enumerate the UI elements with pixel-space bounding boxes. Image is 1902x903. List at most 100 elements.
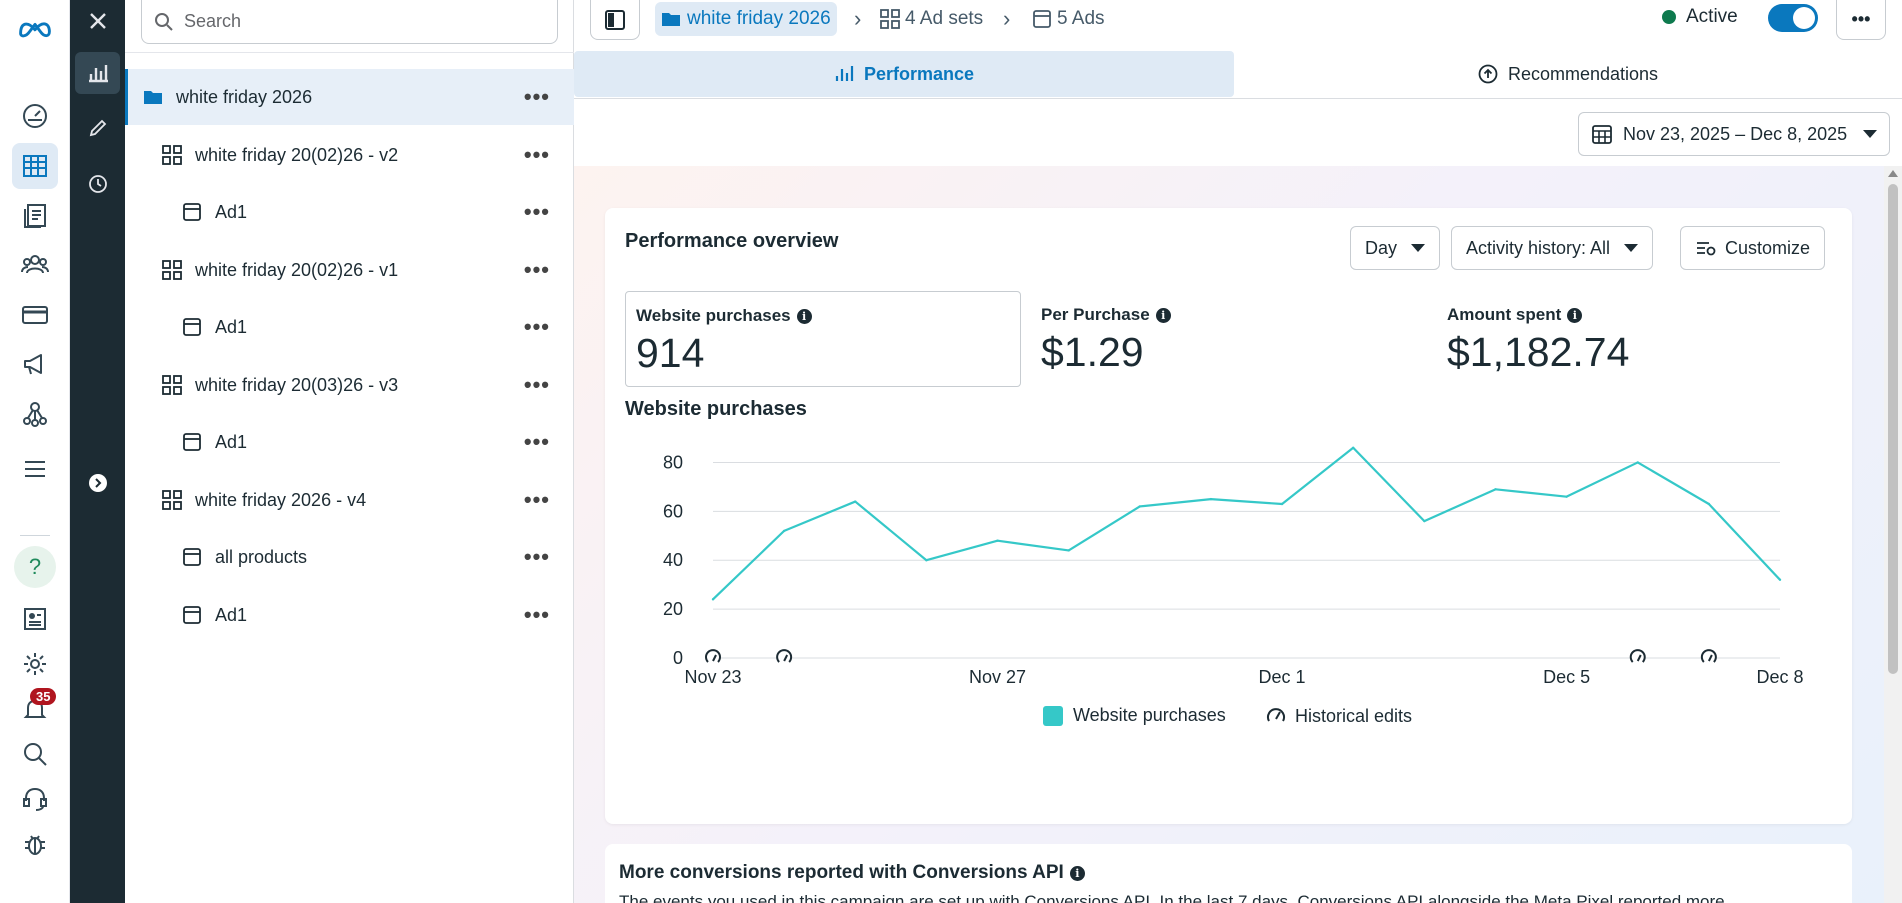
folder-icon — [142, 86, 164, 108]
breadcrumb-campaign[interactable]: white friday 2026 — [655, 2, 837, 36]
folder-icon — [662, 13, 680, 26]
search-input[interactable] — [184, 11, 544, 32]
tree-item-adset[interactable]: white friday 20(02)26 - v1 ••• — [125, 242, 574, 298]
breadcrumb-adsets[interactable]: 4 Ad sets — [880, 2, 983, 36]
editor-mode-rail — [70, 0, 125, 903]
more-options-icon[interactable]: ••• — [523, 372, 550, 397]
legend-series[interactable]: Website purchases — [1043, 705, 1226, 726]
ads-manager-table-icon[interactable] — [12, 143, 58, 189]
search-icon — [155, 12, 173, 31]
metric-per-purchase[interactable]: Per Purchase i $1.29 — [1031, 291, 1427, 387]
expand-chevron-icon[interactable] — [75, 462, 120, 504]
all-tools-menu-icon[interactable] — [12, 446, 58, 492]
data-point — [1636, 461, 1639, 464]
breadcrumb-adsets-label: 4 Ad sets — [905, 8, 984, 29]
ad-window-icon — [181, 431, 203, 453]
toggle-panel-button[interactable] — [590, 0, 640, 40]
more-options-icon[interactable]: ••• — [523, 602, 550, 627]
x-tick-label: Dec 1 — [1259, 667, 1306, 687]
settings-gear-icon[interactable] — [12, 641, 58, 687]
rail-divider — [20, 535, 50, 536]
more-options-icon[interactable]: ••• — [523, 429, 550, 454]
x-tick-label: Dec 5 — [1543, 667, 1590, 687]
more-options-icon[interactable]: ••• — [523, 142, 550, 167]
historical-edit-marker-icon[interactable] — [776, 649, 793, 663]
historical-edit-marker-icon[interactable] — [1700, 649, 1717, 663]
tree-item-ad[interactable]: Ad1 ••• — [125, 299, 574, 355]
legend-historical-edits[interactable]: Historical edits — [1265, 705, 1412, 727]
tree-item-ad[interactable]: Ad1 ••• — [125, 414, 574, 470]
info-icon[interactable]: i — [1155, 307, 1171, 323]
vertical-scrollbar[interactable] — [1884, 166, 1902, 903]
tree-item-adset[interactable]: white friday 20(03)26 - v3 ••• — [125, 357, 574, 413]
history-clock-icon[interactable] — [75, 163, 120, 205]
more-options-icon[interactable]: ••• — [523, 199, 550, 224]
data-point — [1707, 502, 1711, 506]
adset-grid-icon — [880, 9, 900, 29]
audiences-icon[interactable] — [12, 242, 58, 288]
search-icon[interactable] — [12, 731, 58, 777]
date-range-picker[interactable]: Nov 23, 2025 – Dec 8, 2025 — [1578, 112, 1890, 156]
data-point — [1494, 488, 1497, 491]
news-icon[interactable] — [12, 596, 58, 642]
more-options-icon[interactable]: ••• — [523, 257, 550, 282]
edit-pencil-icon[interactable] — [75, 107, 120, 149]
tree-item-adset[interactable]: white friday 20(02)26 - v2 ••• — [125, 127, 574, 183]
customize-label: Customize — [1725, 237, 1811, 258]
breadcrumb-ads[interactable]: 5 Ads — [1032, 2, 1105, 36]
metric-website-purchases[interactable]: Website purchases i 914 — [625, 291, 1021, 387]
tree-item-campaign[interactable]: white friday 2026 ••• — [125, 69, 574, 125]
more-options-icon[interactable]: ••• — [523, 544, 550, 569]
data-point — [1209, 497, 1213, 501]
business-network-icon[interactable] — [12, 391, 58, 437]
performance-chart-icon[interactable] — [75, 52, 120, 94]
tree-item-label: white friday 20(03)26 - v3 — [195, 374, 399, 395]
tree-item-ad[interactable]: Ad1 ••• — [125, 587, 574, 643]
delivery-status: Active — [1662, 6, 1738, 28]
series-line — [712, 446, 1781, 601]
activity-history-dropdown[interactable]: Activity history: All — [1451, 226, 1654, 270]
activity-history-label: Activity history: All — [1466, 237, 1611, 258]
granularity-dropdown[interactable]: Day — [1350, 226, 1441, 270]
meta-logo-icon[interactable] — [12, 5, 58, 51]
tab-recommendations[interactable]: Recommendations — [1234, 51, 1902, 97]
tree-item-label: white friday 20(02)26 - v1 — [195, 259, 399, 280]
more-options-icon[interactable]: ••• — [523, 84, 550, 109]
tree-item-ad[interactable]: all products ••• — [125, 529, 574, 585]
historical-edit-marker-icon[interactable] — [1629, 649, 1646, 663]
metric-label: Amount spent i — [1447, 305, 1583, 325]
metric-label: Per Purchase i — [1041, 305, 1171, 325]
more-actions-button[interactable]: ••• — [1836, 0, 1886, 40]
support-headset-icon[interactable] — [12, 776, 58, 822]
tree-item-adset[interactable]: white friday 2026 - v4 ••• — [125, 472, 574, 528]
x-tick-label: Nov 27 — [969, 667, 1026, 687]
tree-search-box[interactable] — [141, 0, 558, 44]
metric-value: $1,182.74 — [1447, 329, 1630, 375]
campaign-on-off-toggle[interactable] — [1768, 4, 1818, 32]
close-icon[interactable] — [75, 0, 120, 42]
chart-title: Website purchases — [625, 398, 807, 420]
info-icon[interactable]: i — [1567, 307, 1583, 323]
pages-icon[interactable] — [12, 193, 58, 239]
historical-edit-marker-icon[interactable] — [705, 649, 721, 663]
dashboard-gauge-icon[interactable] — [12, 93, 58, 139]
help-icon[interactable]: ? — [14, 546, 56, 588]
more-options-icon[interactable]: ••• — [523, 487, 550, 512]
tab-performance[interactable]: Performance — [574, 51, 1234, 97]
customize-button[interactable]: Customize — [1680, 226, 1826, 270]
campaigns-megaphone-icon[interactable] — [12, 341, 58, 387]
y-tick-label: 60 — [663, 501, 683, 521]
tree-item-ad[interactable]: Ad1 ••• — [125, 184, 574, 240]
info-icon[interactable]: i — [1069, 865, 1085, 881]
info-icon[interactable]: i — [796, 308, 812, 324]
report-bug-icon[interactable] — [12, 821, 58, 867]
more-options-icon[interactable]: ••• — [523, 314, 550, 339]
data-point — [1423, 519, 1426, 523]
metric-amount-spent[interactable]: Amount spent i $1,182.74 — [1437, 291, 1833, 387]
tree-item-label: all products — [215, 546, 308, 567]
data-point — [711, 598, 715, 601]
sidebar-panel-icon — [605, 9, 625, 30]
y-tick-label: 80 — [663, 452, 683, 472]
data-point — [782, 529, 786, 533]
billing-card-icon[interactable] — [12, 292, 58, 338]
